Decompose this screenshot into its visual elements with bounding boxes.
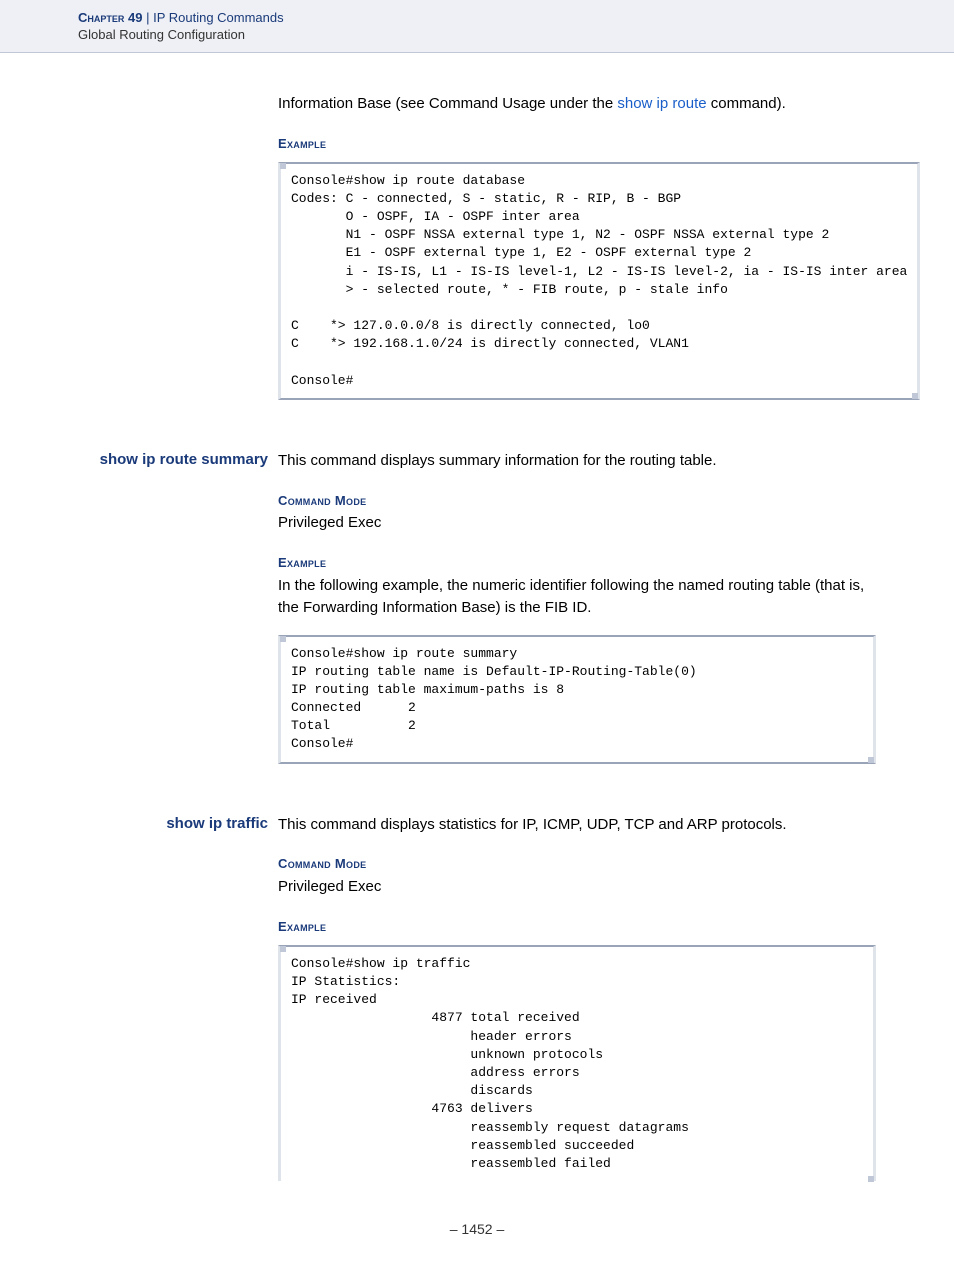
section2-cmdmode-heading: Command Mode [278, 492, 876, 511]
section1-code-block: Console#show ip route database Codes: C … [278, 162, 920, 400]
section3-cmdmode-heading: Command Mode [278, 855, 876, 874]
chapter-label: Chapter 49 [78, 10, 142, 25]
header-top-line: Chapter 49 | IP Routing Commands [78, 10, 954, 25]
section1-intro-b: command). [707, 95, 786, 112]
section2-example-intro: In the following example, the numeric id… [278, 575, 876, 619]
section3-main: This command displays statistics for IP,… [278, 814, 876, 1181]
section1-intro-row: Information Base (see Command Usage unde… [78, 93, 876, 400]
section1-main: Information Base (see Command Usage unde… [278, 93, 920, 400]
section2-intro: This command displays summary informatio… [278, 450, 876, 472]
chapter-title: IP Routing Commands [153, 10, 284, 25]
header-subtitle: Global Routing Configuration [78, 27, 954, 42]
page-header: Chapter 49 | IP Routing Commands Global … [0, 0, 954, 53]
section2-main: This command displays summary informatio… [278, 450, 876, 764]
page-body: Information Base (see Command Usage unde… [0, 53, 954, 1267]
section3-cmdmode-value: Privileged Exec [278, 876, 876, 898]
header-pipe: | [142, 10, 153, 25]
section2-code-block: Console#show ip route summary IP routing… [278, 635, 876, 764]
section3-side-label: show ip traffic [78, 814, 278, 834]
section2-cmdmode-value: Privileged Exec [278, 512, 876, 534]
section2-row: show ip route summary This command displ… [78, 450, 876, 764]
section3-row: show ip traffic This command displays st… [78, 814, 876, 1181]
section2-example-heading: Example [278, 554, 876, 573]
section3-code-block: Console#show ip traffic IP Statistics: I… [278, 945, 876, 1181]
section1-example-heading: Example [278, 135, 920, 154]
section2-side-label: show ip route summary [78, 450, 278, 470]
section1-intro-a: Information Base (see Command Usage unde… [278, 95, 617, 112]
show-ip-route-link[interactable]: show ip route [617, 95, 706, 112]
section3-intro: This command displays statistics for IP,… [278, 814, 876, 836]
section3-example-heading: Example [278, 918, 876, 937]
